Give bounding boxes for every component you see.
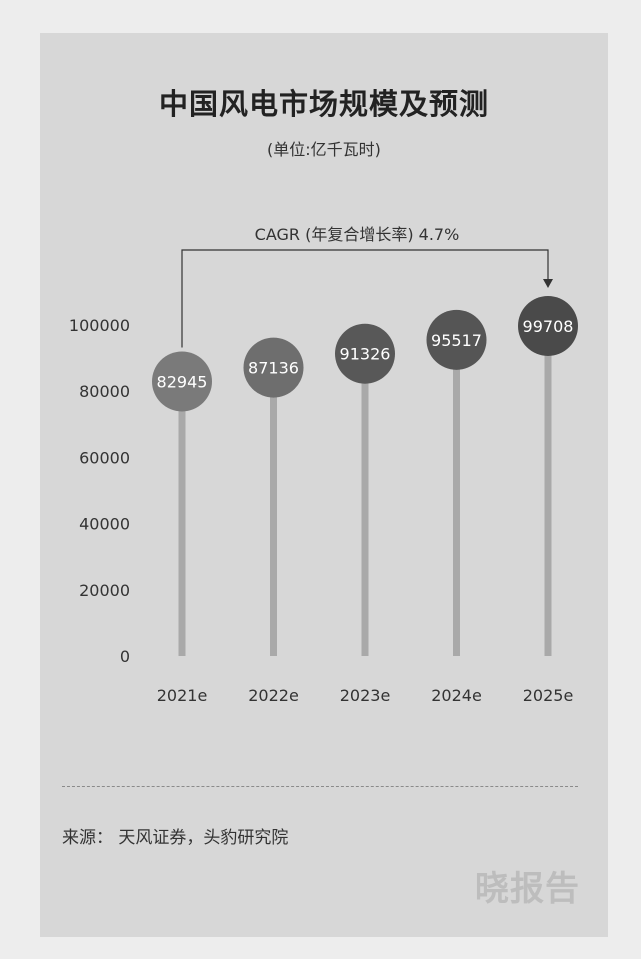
y-tick-label: 100000 [69, 316, 130, 335]
x-tick-label: 2022e [248, 686, 299, 705]
y-tick-label: 0 [120, 647, 130, 666]
cagr-arrow-head [543, 278, 553, 288]
x-tick-label: 2024e [431, 686, 482, 705]
cagr-annotation: CAGR (年复合增长率) 4.7% [255, 225, 460, 244]
y-tick-label: 80000 [79, 382, 130, 401]
chart-title: 中国风电市场规模及预测 [158, 87, 489, 121]
data-label: 99708 [523, 317, 574, 336]
chart-card: 中国风电市场规模及预测 (单位:亿千瓦时) CAGR (年复合增长率) 4.7%… [40, 33, 608, 937]
y-tick-label: 40000 [79, 515, 130, 534]
watermark-logo: 晓报告 [475, 869, 580, 909]
lollipop-circle [426, 309, 487, 370]
lollipop-circle [243, 337, 304, 398]
lollipop-stick [544, 325, 552, 656]
x-tick-label: 2025e [523, 686, 574, 705]
lollipop-circle [335, 323, 395, 384]
data-label: 95517 [431, 331, 482, 350]
x-tick-label: 2023e [340, 686, 391, 705]
y-tick-label: 60000 [79, 448, 130, 467]
data-label: 91326 [340, 345, 391, 364]
y-tick-label: 20000 [79, 581, 130, 600]
divider [62, 786, 578, 787]
lollipop-stick [178, 381, 186, 656]
lollipop-chart: CAGR (年复合增长率) 4.7% 0 20000 40000 60000 80000… [69, 225, 578, 705]
data-label: 82945 [157, 372, 208, 391]
lollipop-circle [518, 295, 578, 356]
lollipop-circle [152, 351, 212, 412]
x-tick-label: 2021e [157, 686, 208, 705]
lollipop-stick [361, 353, 369, 656]
lollipop-stick [453, 339, 460, 656]
lollipop-stick [270, 367, 277, 656]
chart-unit: (单位:亿千瓦时) [267, 140, 381, 159]
cagr-bracket-line [181, 249, 549, 348]
data-label: 87136 [248, 359, 299, 378]
source-note: 来源： 天风证券，头豹研究院 [62, 828, 289, 848]
